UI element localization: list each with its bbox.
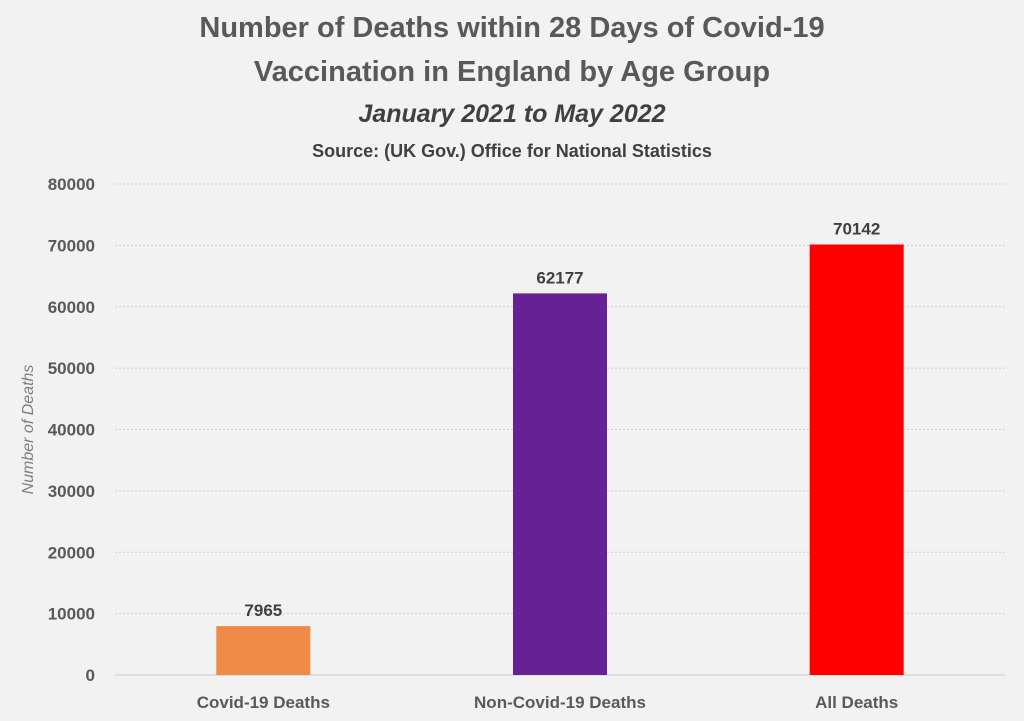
y-tick-label: 20000 — [48, 543, 95, 562]
y-tick-label: 80000 — [48, 175, 95, 194]
chart-title: Number of Deaths within 28 Days of Covid… — [199, 12, 825, 44]
y-axis-label: Number of Deaths — [20, 365, 37, 495]
bar-data-label: 62177 — [536, 268, 583, 287]
bar-data-label: 7965 — [244, 601, 282, 620]
x-category-label: All Deaths — [815, 693, 898, 712]
y-tick-label: 60000 — [48, 298, 95, 317]
y-tick-label: 70000 — [48, 236, 95, 255]
y-tick-label: 40000 — [48, 421, 95, 440]
bar — [513, 293, 607, 675]
x-category-label: Covid-19 Deaths — [197, 693, 330, 712]
chart-title-line-2: Vaccination in England by Age Group — [253, 56, 771, 88]
y-tick-label: 50000 — [48, 359, 95, 378]
chart-source: Source: (UK Gov.) Office for National St… — [312, 141, 712, 161]
bar-data-label: 70142 — [833, 220, 880, 239]
x-category-label: Non-Covid-19 Deaths — [474, 693, 646, 712]
chart-subtitle: January 2021 to May 2022 — [358, 100, 666, 128]
bar — [216, 626, 311, 675]
y-tick-label: 0 — [86, 666, 95, 685]
bar — [809, 244, 904, 675]
y-tick-label: 10000 — [48, 605, 95, 624]
y-tick-label: 30000 — [48, 482, 95, 501]
